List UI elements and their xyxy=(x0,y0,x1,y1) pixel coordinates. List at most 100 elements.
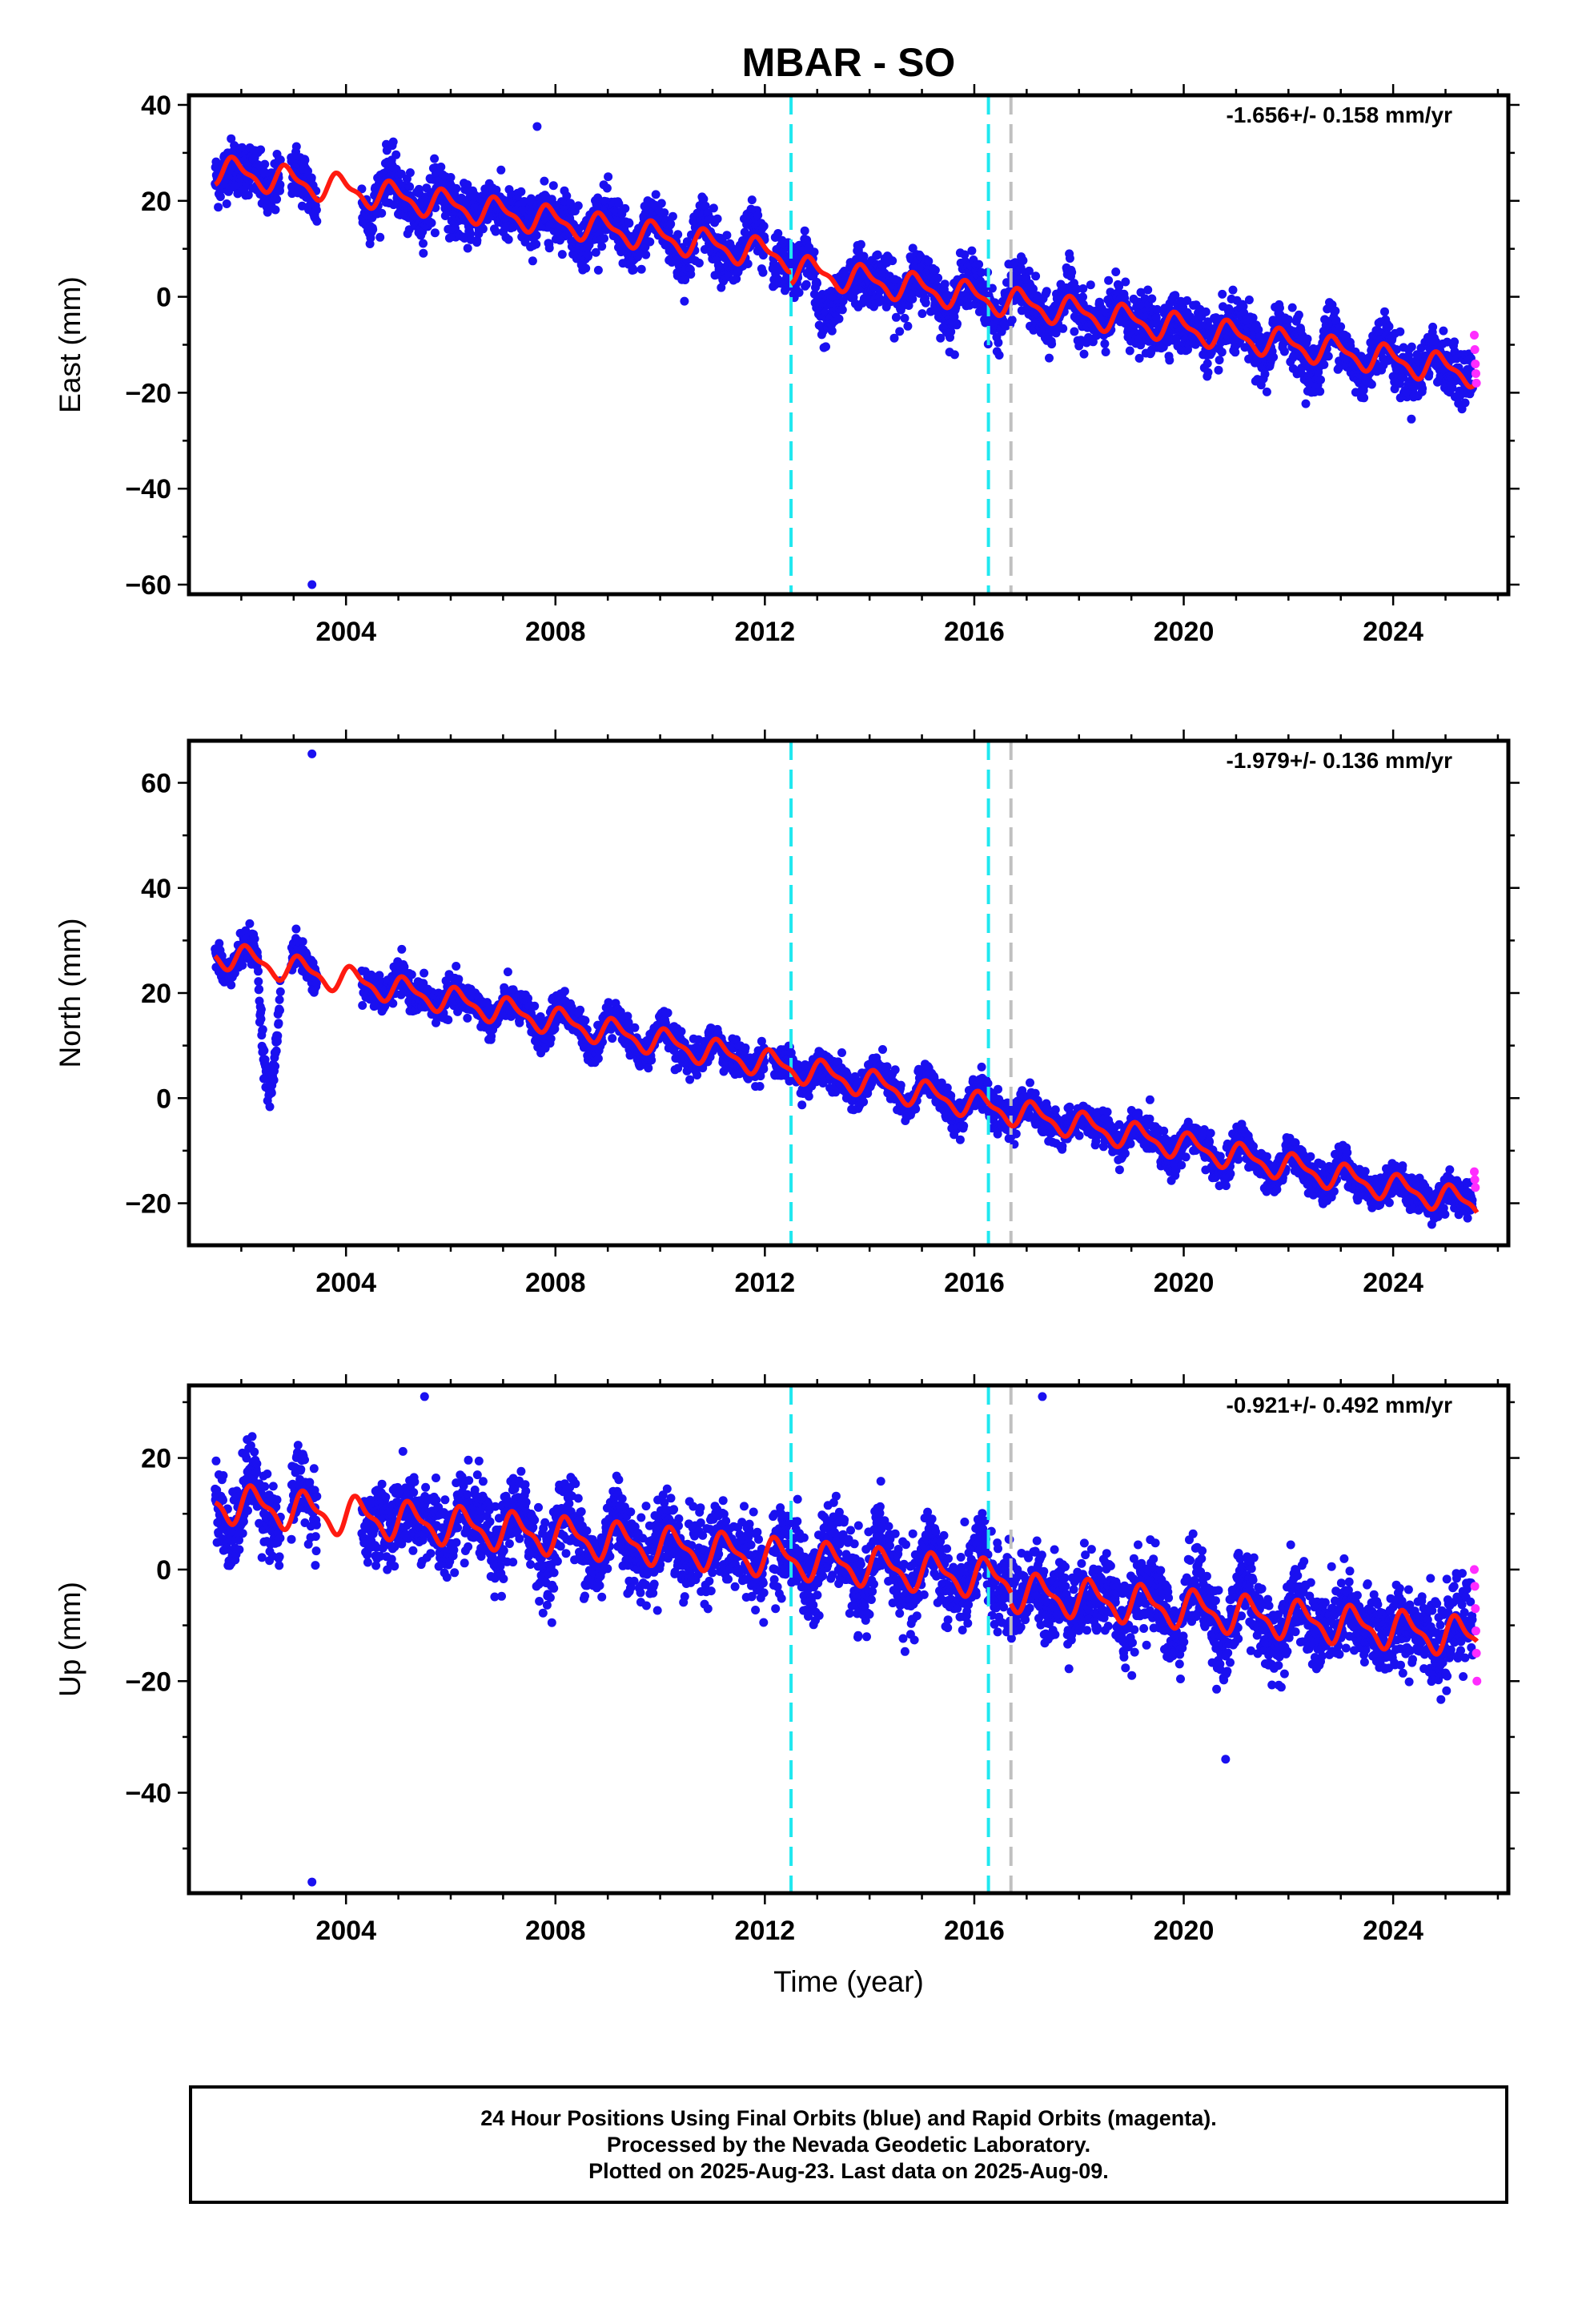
rapid-orbit-point xyxy=(1471,359,1480,368)
final-orbit-point xyxy=(275,180,285,190)
final-orbit-point xyxy=(548,181,558,191)
final-orbit-point xyxy=(580,1015,590,1025)
final-orbit-point xyxy=(1045,353,1054,363)
final-orbit-point xyxy=(1301,399,1311,408)
final-orbit-point xyxy=(298,937,307,947)
final-orbit-point xyxy=(215,939,224,948)
final-orbit-point xyxy=(532,239,541,249)
final-orbit-point xyxy=(1101,348,1110,356)
final-orbit-point xyxy=(1165,356,1174,365)
final-orbit-point xyxy=(1100,339,1110,348)
final-orbit-point xyxy=(1104,275,1114,285)
final-orbit-point xyxy=(656,199,666,208)
final-orbit-point xyxy=(974,259,984,269)
final-orbit-point xyxy=(940,279,950,289)
final-orbit-point xyxy=(1303,334,1312,344)
final-orbit-point xyxy=(614,199,624,208)
final-orbit-point xyxy=(1214,365,1223,375)
final-orbit-point xyxy=(504,235,513,244)
final-orbit-point xyxy=(546,1034,556,1043)
final-orbit-point xyxy=(528,256,537,266)
final-orbit-point xyxy=(1407,342,1416,352)
rapid-orbit-point xyxy=(1470,344,1480,354)
final-orbit-point xyxy=(977,267,986,277)
final-orbit-point xyxy=(1203,368,1213,377)
final-orbit-point xyxy=(1418,384,1427,393)
final-orbit-point xyxy=(274,1019,283,1028)
final-orbit-point xyxy=(1367,380,1376,389)
final-orbit-point xyxy=(215,192,225,202)
x-tick-label: 2024 xyxy=(1363,617,1423,647)
final-orbit-point xyxy=(388,137,398,147)
final-orbit-point xyxy=(1203,359,1212,368)
final-orbit-point xyxy=(950,350,959,360)
chart-title: MBAR - SO xyxy=(742,40,956,85)
final-orbit-point xyxy=(238,960,247,970)
final-orbit-point xyxy=(271,205,280,215)
final-orbit-point xyxy=(593,193,603,203)
final-orbit-point xyxy=(686,270,696,279)
final-orbit-point xyxy=(516,187,526,196)
rapid-orbit-point xyxy=(1471,368,1480,378)
final-orbit-point xyxy=(1201,307,1211,316)
final-orbit-point xyxy=(904,301,913,310)
final-orbit-point xyxy=(1228,285,1238,295)
final-orbit-point xyxy=(838,296,848,306)
final-orbit-point xyxy=(1078,284,1088,293)
final-orbit-point xyxy=(258,1025,267,1035)
final-orbit-point xyxy=(446,173,456,182)
final-orbit-point xyxy=(254,967,263,976)
y-tick-label: −20 xyxy=(125,378,171,408)
y-tick-label: 40 xyxy=(141,90,171,121)
final-orbit-point xyxy=(1134,353,1144,363)
final-orbit-point xyxy=(694,259,704,267)
final-orbit-point xyxy=(620,203,630,213)
final-orbit-point xyxy=(430,228,440,238)
final-orbit-point xyxy=(256,1005,266,1014)
final-orbit-point xyxy=(311,979,321,988)
final-orbit-point xyxy=(1079,349,1089,359)
final-orbit-point xyxy=(463,1013,472,1023)
final-orbit-point xyxy=(1047,340,1057,349)
rapid-orbit-point xyxy=(1469,331,1479,340)
final-orbit-point xyxy=(801,279,811,289)
final-orbit-point xyxy=(834,314,844,324)
final-orbit-point xyxy=(593,265,603,275)
y-tick-label: 20 xyxy=(141,187,171,217)
final-orbit-point xyxy=(859,251,869,261)
final-orbit-point xyxy=(420,968,429,978)
final-orbit-point xyxy=(1395,327,1405,336)
final-orbit-point xyxy=(1315,387,1325,396)
final-orbit-point xyxy=(900,313,909,323)
final-orbit-point xyxy=(256,1014,266,1023)
final-orbit-point xyxy=(664,227,673,237)
final-orbit-point xyxy=(1217,348,1227,357)
final-orbit-point xyxy=(903,321,913,331)
final-orbit-point xyxy=(800,226,809,235)
final-orbit-point xyxy=(888,256,897,266)
final-orbit-point xyxy=(227,134,236,143)
final-orbit-point xyxy=(1058,324,1068,333)
final-orbit-point xyxy=(581,263,591,273)
final-orbit-point xyxy=(660,208,669,218)
final-orbits-series xyxy=(211,919,1477,1229)
final-orbit-point xyxy=(773,229,783,238)
final-orbit-point xyxy=(1331,306,1340,316)
final-orbit-point xyxy=(636,264,646,274)
outlier-point xyxy=(307,580,317,589)
final-orbit-point xyxy=(994,351,1004,360)
final-orbit-point xyxy=(375,971,384,980)
final-orbit-point xyxy=(1029,284,1038,294)
final-orbit-point xyxy=(602,183,612,193)
final-orbit-point xyxy=(307,173,316,183)
final-orbit-point xyxy=(759,221,769,231)
plot-area xyxy=(211,741,1480,1245)
final-orbit-point xyxy=(1024,266,1034,275)
final-orbit-point xyxy=(1260,369,1270,379)
final-orbit-point xyxy=(1384,322,1394,332)
final-orbit-point xyxy=(873,250,882,259)
final-orbit-point xyxy=(1248,313,1258,323)
final-orbit-point xyxy=(1086,280,1095,290)
final-orbit-point xyxy=(532,231,541,240)
final-orbit-point xyxy=(454,975,464,984)
